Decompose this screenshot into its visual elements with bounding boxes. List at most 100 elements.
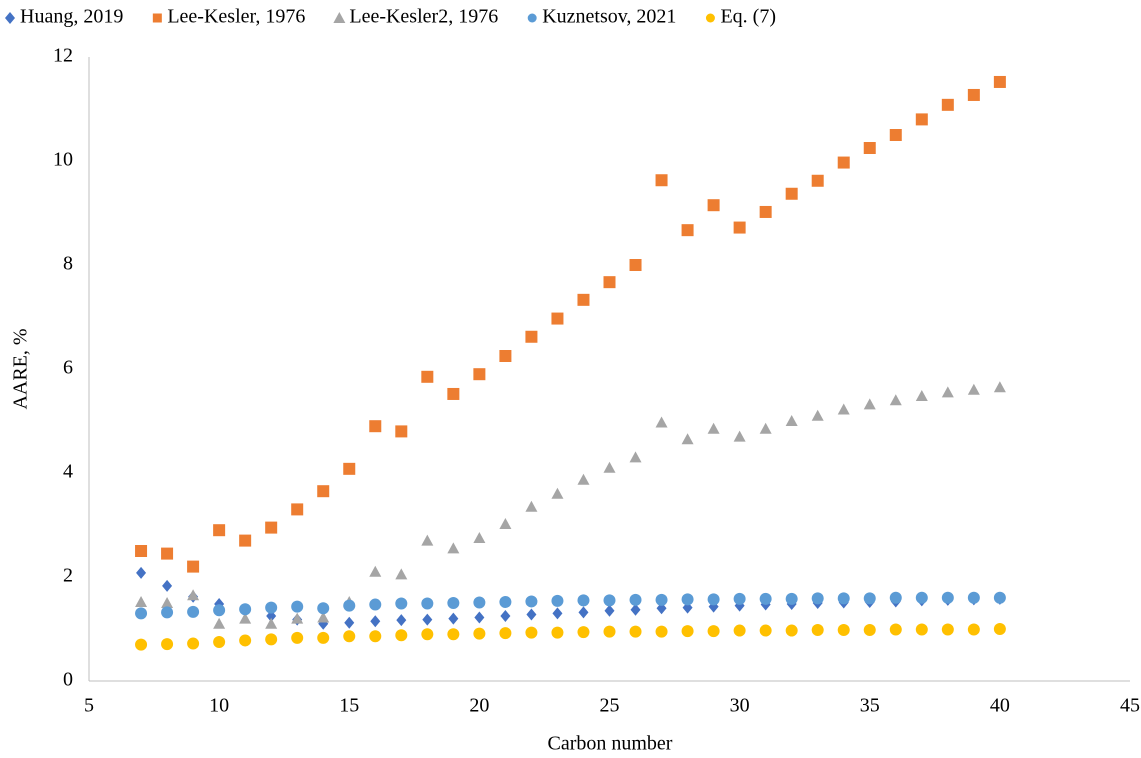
data-point [499, 350, 512, 362]
data-point [447, 628, 460, 641]
data-point [707, 593, 720, 606]
data-point [239, 612, 252, 624]
data-point [135, 595, 148, 607]
x-tick-label: 5 [84, 695, 94, 717]
data-point [863, 398, 876, 410]
data-point [448, 612, 459, 625]
data-point [343, 630, 356, 643]
data-point [655, 625, 668, 638]
data-point [135, 545, 148, 557]
data-point [759, 592, 772, 605]
data-point [889, 623, 902, 636]
data-point [473, 596, 486, 609]
data-point [161, 597, 174, 608]
data-point [499, 595, 512, 608]
legend-marker [333, 12, 346, 23]
data-point [499, 627, 512, 640]
data-point [291, 631, 304, 644]
data-point [759, 422, 772, 434]
data-point [552, 607, 563, 620]
data-point [447, 542, 460, 554]
data-point [369, 420, 382, 433]
data-point [473, 532, 486, 543]
data-point [187, 637, 200, 650]
y-tick-label: 4 [63, 461, 73, 483]
y-tick-label: 8 [63, 253, 73, 275]
data-point [213, 524, 226, 537]
legend-label: Huang, 2019 [20, 6, 123, 28]
data-point [291, 600, 304, 613]
data-point [395, 568, 408, 580]
data-point [265, 617, 278, 629]
data-point [707, 625, 720, 638]
data-point [291, 503, 304, 516]
data-point [474, 611, 485, 624]
data-point [265, 601, 278, 614]
data-point [733, 430, 746, 442]
data-point [785, 624, 798, 637]
data-point [889, 591, 902, 604]
data-point [577, 293, 590, 306]
data-point [603, 276, 616, 289]
data-point [889, 129, 902, 141]
data-point [291, 612, 304, 624]
data-point [915, 623, 928, 636]
data-point [733, 592, 746, 605]
legend-label: Eq. (7) [720, 6, 776, 28]
data-point [655, 593, 668, 606]
data-point [837, 156, 850, 169]
y-tick-label: 10 [53, 149, 73, 171]
data-point [837, 592, 850, 605]
data-point [837, 624, 850, 637]
x-tick-label: 10 [209, 695, 229, 717]
data-point [681, 433, 694, 445]
legend-label: Lee-Kesler2, 1976 [349, 6, 498, 28]
data-point [603, 625, 616, 638]
y-tick-label: 2 [63, 565, 73, 587]
data-point [681, 625, 694, 638]
data-point [213, 604, 226, 617]
legend-marker [5, 12, 15, 24]
data-point [837, 403, 850, 415]
data-point [187, 605, 200, 618]
data-point [525, 330, 538, 343]
y-tick-label: 6 [63, 357, 73, 379]
data-point [136, 566, 147, 579]
x-tick-label: 35 [860, 695, 880, 717]
data-point [551, 626, 564, 639]
data-point [863, 592, 876, 605]
data-point [317, 631, 330, 644]
data-point [239, 603, 252, 616]
data-point [343, 599, 356, 612]
data-point [239, 534, 252, 547]
data-point [317, 602, 330, 615]
data-point [863, 624, 876, 637]
data-point [733, 221, 746, 234]
x-axis-title: Carbon number [548, 733, 673, 755]
data-point [811, 409, 824, 421]
x-tick-label: 25 [600, 695, 620, 717]
data-point [526, 608, 537, 621]
data-point [967, 591, 980, 604]
data-point [369, 565, 382, 577]
data-point [317, 611, 330, 623]
data-point [967, 383, 980, 395]
data-point [421, 597, 434, 610]
data-point [473, 368, 486, 381]
data-point [577, 626, 590, 639]
x-tick-label: 15 [339, 695, 359, 717]
data-point [630, 603, 641, 616]
x-tick-label: 20 [469, 695, 489, 717]
y-axis-title: AARE, % [10, 328, 32, 409]
data-point [265, 521, 278, 534]
x-tick-label: 40 [990, 695, 1010, 717]
data-point [629, 625, 642, 638]
data-point [655, 416, 668, 428]
data-point [577, 594, 590, 607]
data-point [421, 534, 434, 546]
data-point [993, 381, 1006, 393]
data-point [629, 593, 642, 606]
data-point [525, 500, 538, 512]
data-point [759, 624, 772, 637]
